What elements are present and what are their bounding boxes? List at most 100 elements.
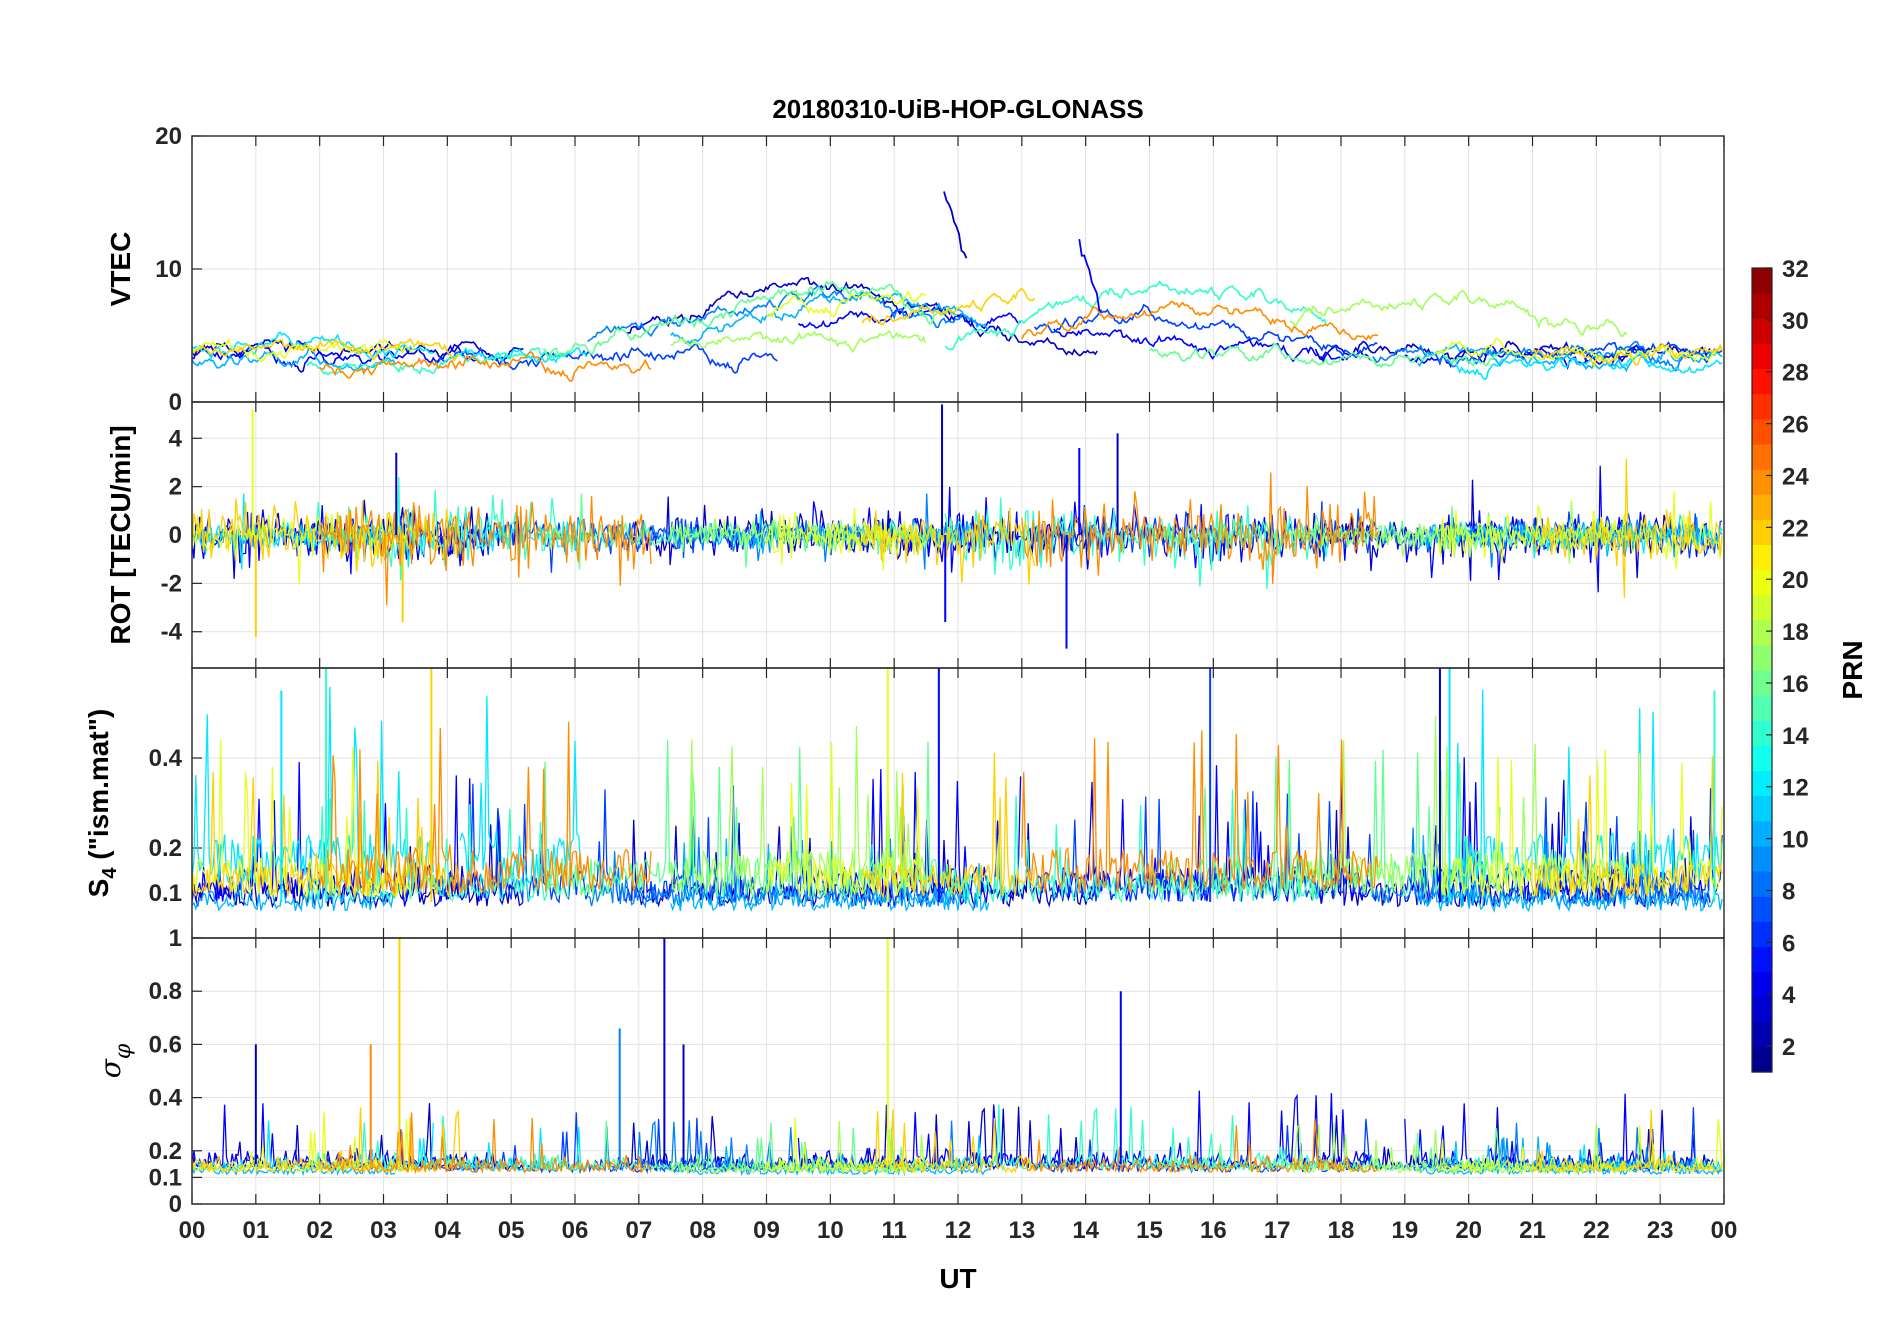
series-line-vtec-prn-2-seg-1 <box>626 276 1098 357</box>
y-tick-label-vtec: 10 <box>155 256 182 283</box>
series-line-vtec-prn-22-seg-0 <box>191 337 461 362</box>
series-line-s4-prn-24-seg-1 <box>1021 730 1379 893</box>
series-line-sigma-prn-22-seg-2 <box>1531 1109 1723 1175</box>
colorbar-label: PRN <box>1837 640 1868 699</box>
x-tick-label: 23 <box>1647 1217 1674 1244</box>
series-line-vtec-prn-14-seg-0 <box>306 347 563 376</box>
series-line-vtec-prn-24-seg-0 <box>319 351 652 383</box>
series-line-vtec-prn-4-seg-0 <box>191 342 480 373</box>
colorbar-tick-label: 2 <box>1782 1034 1795 1061</box>
y-tick-label-rot: 2 <box>169 474 182 501</box>
y-tick-label-sigma: 0.8 <box>149 978 182 1005</box>
series-line-sigma-prn-14-seg-1 <box>944 1104 1329 1172</box>
series-line-s4-prn-24-seg-0 <box>319 721 652 896</box>
x-tick-label: 04 <box>434 1217 461 1244</box>
series-line-s4-prn-14-seg-0 <box>306 798 563 904</box>
y-axis-title-sigma: σφ <box>94 1043 136 1078</box>
series-line-s4-prn-6-seg-2 <box>1532 788 1723 903</box>
colorbar-band <box>1752 971 1772 998</box>
panel-border-sigma <box>191 937 1725 1205</box>
series-line-s4-prn-8-seg-0 <box>587 826 972 909</box>
data-traces <box>191 191 1723 1177</box>
colorbar-band <box>1752 695 1772 721</box>
y-tick-label-sigma: 0.1 <box>149 1164 182 1191</box>
x-tick-label: 20 <box>1455 1217 1482 1244</box>
series-line-rot-prn-22-seg-0 <box>191 498 461 572</box>
y-tick-label-sigma: 0.6 <box>149 1031 182 1058</box>
colorbar-band <box>1752 594 1772 621</box>
y-tick-label-vtec: 20 <box>155 123 182 150</box>
series-line-rot-prn-4-seg-2 <box>1053 501 1373 569</box>
x-tick-label: 11 <box>881 1217 906 1244</box>
series-line-vtec-prn-10-seg-1 <box>670 292 989 345</box>
spike-vtec-0 <box>943 191 968 259</box>
series-line-sigma-prn-22-seg-1 <box>861 1109 1036 1174</box>
y-tick-label-rot: -4 <box>161 619 183 646</box>
series-line-vtec-prn-18-seg-1 <box>1289 289 1628 338</box>
series-line-s4-prn-2-seg-2 <box>1314 809 1711 909</box>
y-axis-title-rot: ROT [TECU/min] <box>105 425 136 644</box>
series-line-sigma-prn-24-seg-0 <box>319 1112 652 1175</box>
x-tick-label: 02 <box>306 1217 333 1244</box>
series-line-sigma-prn-22-seg-0 <box>191 1107 461 1174</box>
colorbar-band <box>1752 921 1772 947</box>
series-line-vtec-prn-6-seg-1 <box>1033 303 1378 359</box>
x-tick-label: 17 <box>1264 1217 1291 1244</box>
colorbar-tick-label: 28 <box>1782 360 1809 387</box>
colorbar-band <box>1752 318 1772 344</box>
series-line-rot-prn-12-seg-1 <box>459 519 587 555</box>
series-line-vtec-prn-8-seg-0 <box>587 284 972 343</box>
series-line-rot-prn-22-seg-1 <box>861 507 1036 585</box>
colorbar-tick-label: 18 <box>1782 619 1809 646</box>
series-line-rot-prn-22-seg-2 <box>1531 458 1723 599</box>
colorbar-band <box>1752 368 1772 395</box>
series-line-s4-prn-10-seg-0 <box>191 840 396 913</box>
y-tick-label-sigma: 0.2 <box>149 1138 182 1165</box>
colorbar-band <box>1752 544 1772 571</box>
x-tick-label: 01 <box>242 1217 269 1244</box>
y-tick-label-rot: -2 <box>161 570 182 597</box>
x-tick-label: 18 <box>1328 1217 1355 1244</box>
series-line-vtec-prn-22-seg-2 <box>1531 343 1723 369</box>
chart-title: 20180310-UiB-HOP-GLONASS <box>772 94 1143 124</box>
series-line-vtec-prn-12-seg-2 <box>1455 350 1723 381</box>
colorbar-band <box>1752 770 1772 797</box>
x-tick-label: 08 <box>689 1217 716 1244</box>
y-tick-label-sigma: 1 <box>169 925 182 952</box>
x-tick-label: 22 <box>1583 1217 1610 1244</box>
series-line-s4-prn-10-seg-2 <box>1416 830 1723 913</box>
colorbar-band <box>1752 418 1772 445</box>
series-line-rot-prn-20-seg-0 <box>191 512 415 584</box>
y-tick-label-rot: 0 <box>169 522 182 549</box>
series-line-s4-prn-18-seg-0 <box>670 725 927 893</box>
y-tick-label-vtec: 0 <box>169 389 182 416</box>
series-line-vtec-prn-24-seg-1 <box>1021 300 1379 341</box>
colorbar-band <box>1752 820 1772 847</box>
y-tick-label-s4: 0.2 <box>149 835 182 862</box>
series-line-vtec-prn-4-seg-2 <box>1053 328 1372 363</box>
x-tick-label: 07 <box>625 1217 652 1244</box>
colorbar-band <box>1752 996 1772 1023</box>
series-line-rot-prn-24-seg-1 <box>1021 472 1379 584</box>
series-line-vtec-prn-14-seg-1 <box>944 280 1329 351</box>
spike-vtec-1 <box>1078 238 1102 312</box>
series-line-s4-prn-22-seg-2 <box>1532 755 1723 899</box>
colorbar-tick-label: 32 <box>1782 256 1809 283</box>
colorbar-tick-label: 26 <box>1782 412 1809 439</box>
series-line-sigma-prn-18-seg-0 <box>670 1121 926 1176</box>
colorbar-band <box>1752 720 1772 746</box>
y-tick-label-rot: 4 <box>169 425 183 452</box>
colorbar-tick-label: 16 <box>1782 671 1809 698</box>
colorbar-band <box>1752 670 1772 696</box>
colorbar-band <box>1752 795 1772 822</box>
colorbar-band <box>1752 745 1772 772</box>
colorbar-band <box>1752 845 1772 872</box>
series-line-rot-prn-2-seg-1 <box>625 496 1098 570</box>
series-line-vtec-prn-10-seg-0 <box>191 347 396 371</box>
series-line-sigma-prn-24-seg-1 <box>1021 1118 1379 1174</box>
x-tick-label: 00 <box>1711 1217 1738 1244</box>
series-line-rot-prn-20-seg-2 <box>1436 491 1723 569</box>
colorbar-band <box>1752 469 1772 495</box>
colorbar-tick-label: 22 <box>1782 515 1809 542</box>
